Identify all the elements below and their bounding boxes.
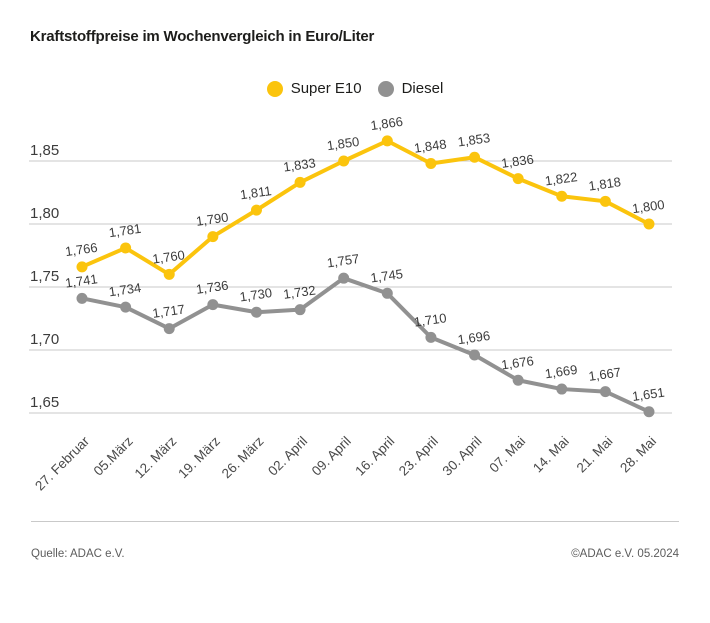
- super-e10-point: [469, 151, 481, 163]
- diesel-point: [512, 374, 524, 386]
- diesel-point-label: 1,696: [457, 328, 491, 347]
- diesel-point: [599, 386, 611, 398]
- y-axis-tick-label: 1,85: [30, 142, 59, 159]
- y-axis-tick-label: 1,65: [30, 394, 59, 411]
- diesel-point-label: 1,757: [326, 251, 360, 270]
- x-axis-label: 26. März: [219, 433, 267, 481]
- super-e10-point-label: 1,781: [108, 221, 142, 240]
- diesel-point: [643, 406, 655, 418]
- x-axis-label: 23. April: [396, 434, 441, 479]
- x-axis-label: 05.März: [91, 433, 136, 478]
- diesel-point-label: 1,669: [544, 362, 578, 381]
- super-e10-point-label: 1,818: [588, 174, 622, 193]
- diesel-point-label: 1,745: [370, 266, 404, 285]
- legend-label-diesel: Diesel: [401, 80, 444, 97]
- super-e10-point: [207, 231, 219, 243]
- super-e10-point: [120, 242, 132, 254]
- diesel-point: [250, 306, 262, 318]
- super-e10-point-label: 1,853: [457, 130, 491, 149]
- y-axis-tick-label: 1,75: [30, 268, 59, 285]
- super-e10-swatch-icon: [266, 80, 283, 97]
- super-e10-point: [381, 135, 393, 147]
- copyright-note: ©ADAC e.V. 05.2024: [571, 548, 679, 560]
- legend: Super E10 Diesel: [0, 80, 710, 97]
- x-axis-label: 28. Mai: [617, 434, 659, 476]
- super-e10-point-label: 1,790: [195, 209, 229, 228]
- diesel-point-label: 1,710: [413, 310, 447, 329]
- legend-item-diesel: Diesel: [377, 80, 444, 97]
- y-axis-tick-label: 1,80: [30, 205, 59, 222]
- x-axis-label: 21. Mai: [574, 434, 616, 476]
- x-axis-label: 02. April: [265, 434, 310, 479]
- x-axis-label: 27. Februar: [32, 433, 92, 493]
- legend-label-super-e10: Super E10: [290, 80, 362, 97]
- super-e10-point-label: 1,866: [370, 114, 404, 133]
- x-axis-label: 30. April: [440, 434, 485, 479]
- super-e10-point: [599, 195, 611, 207]
- diesel-point-label: 1,651: [631, 385, 665, 404]
- super-e10-point: [512, 173, 524, 185]
- super-e10-point-label: 1,836: [500, 151, 534, 170]
- super-e10-point: [338, 155, 350, 167]
- diesel-point: [338, 272, 350, 284]
- super-e10-point: [643, 218, 655, 230]
- y-axis-tick-label: 1,70: [30, 331, 59, 348]
- super-e10-point: [556, 190, 568, 202]
- diesel-point-label: 1,676: [500, 353, 534, 372]
- diesel-point-label: 1,736: [195, 277, 229, 296]
- diesel-point: [556, 383, 568, 395]
- diesel-point: [163, 323, 175, 335]
- diesel-point-label: 1,667: [588, 364, 622, 383]
- legend-item-super-e10: Super E10: [266, 80, 362, 97]
- super-e10-point-label: 1,800: [631, 197, 665, 216]
- diesel-point-label: 1,734: [108, 280, 142, 299]
- x-axis-label: 14. Mai: [530, 434, 572, 476]
- diesel-point: [381, 287, 393, 299]
- diesel-point-label: 1,741: [64, 271, 98, 290]
- diesel-point-label: 1,730: [239, 285, 273, 304]
- diesel-point-label: 1,732: [282, 283, 316, 302]
- super-e10-point-label: 1,760: [151, 247, 185, 266]
- super-e10-line: [80, 138, 651, 277]
- diesel-point: [294, 304, 306, 316]
- footer: Quelle: ADAC e.V. ©ADAC e.V. 05.2024: [31, 548, 679, 560]
- x-axis-label: 07. Mai: [486, 434, 528, 476]
- diesel-point: [469, 349, 481, 361]
- super-e10-point-label: 1,811: [239, 183, 272, 202]
- super-e10-point-label: 1,848: [413, 136, 447, 155]
- diesel-point-label: 1,717: [151, 301, 185, 320]
- super-e10-point: [425, 158, 437, 170]
- diesel-line: [80, 276, 651, 414]
- super-e10-point-label: 1,766: [64, 240, 98, 259]
- diesel-point: [120, 301, 132, 313]
- footer-divider: [31, 521, 679, 522]
- diesel-point: [425, 331, 437, 343]
- x-axis-label: 19. März: [175, 433, 223, 481]
- super-e10-point-label: 1,822: [544, 169, 578, 188]
- x-axis-label: 16. April: [352, 434, 397, 479]
- super-e10-point: [294, 176, 306, 188]
- chart-title: Kraftstoffpreise im Wochenvergleich in E…: [30, 28, 375, 45]
- diesel-point: [207, 299, 219, 311]
- source-note: Quelle: ADAC e.V.: [31, 548, 125, 560]
- diesel-swatch-icon: [377, 80, 394, 97]
- x-axis-label: 12. März: [132, 433, 180, 481]
- diesel-point: [76, 292, 88, 304]
- x-axis-label: 09. April: [309, 434, 354, 479]
- super-e10-point-label: 1,850: [326, 134, 360, 153]
- super-e10-point: [76, 261, 88, 273]
- super-e10-point: [163, 268, 175, 280]
- super-e10-point-label: 1,833: [282, 155, 316, 174]
- super-e10-point: [250, 204, 262, 216]
